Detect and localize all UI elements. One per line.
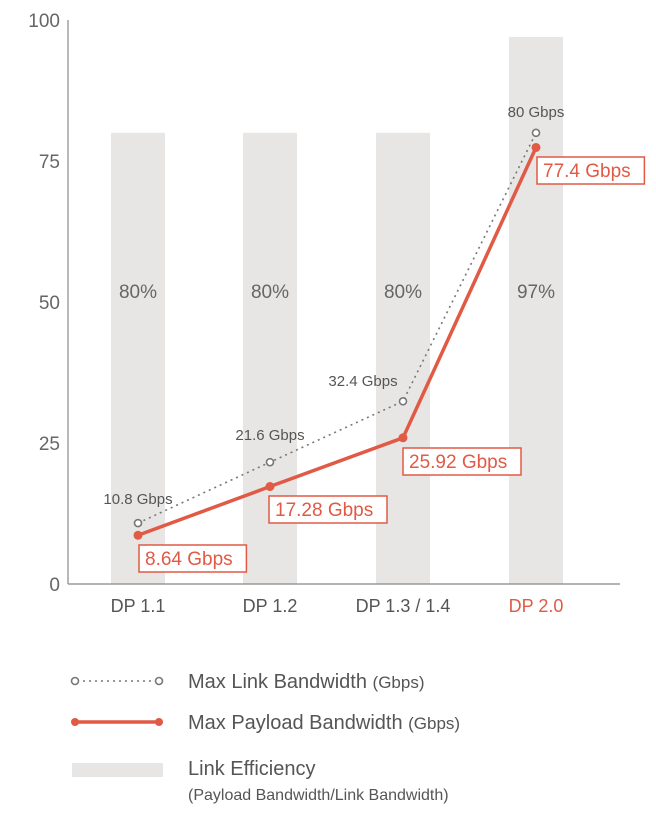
link-bandwidth-point-1	[133, 518, 143, 528]
link-bandwidth-label-4: 80 Gbps	[508, 104, 565, 121]
link-bandwidth-label-2: 21.6 Gbps	[235, 427, 304, 444]
y-tick-label-50: 50	[39, 293, 60, 314]
bars-layer	[111, 36, 563, 585]
link-bandwidth-label-1: 10.8 Gbps	[103, 491, 172, 508]
x-tick-label-1: DP 1.1	[111, 596, 166, 616]
legend-payload-swatch-marker-right	[155, 718, 163, 726]
legend-efficiency-label: Link Efficiency	[188, 758, 315, 780]
legend-link-swatch-marker-left	[70, 676, 80, 686]
payload-bandwidth-label-4: 77.4 Gbps	[536, 156, 646, 185]
payload-bandwidth-line	[137, 146, 538, 537]
link-bandwidth-label-3: 32.4 Gbps	[328, 373, 397, 390]
legend-payload-swatch-marker-left	[71, 718, 79, 726]
y-tick-label-0: 0	[49, 575, 60, 596]
x-tick-label-3: DP 1.3 / 1.4	[356, 596, 451, 616]
legend-payload-unit: (Gbps)	[408, 714, 460, 733]
payload-bandwidth-label-text-2: 17.28 Gbps	[275, 500, 373, 521]
lines-layer	[133, 128, 541, 540]
payload-bandwidth-label-2: 17.28 Gbps	[268, 495, 388, 524]
payload-bandwidth-point-2	[265, 482, 275, 492]
legend-item-efficiency: Link Efficiency (Payload Bandwidth/Link …	[72, 758, 449, 804]
payload-bandwidth-label-box-2	[268, 495, 388, 524]
legend-efficiency-swatch	[72, 763, 163, 777]
legend-link-swatch-marker-right	[154, 676, 164, 686]
payload-bandwidth-point-3	[398, 433, 408, 443]
efficiency-label-3: 80%	[384, 282, 422, 303]
labels-layer: 80% 80% 80% 97% 10.8 Gbps 21.6 Gbps 32.4 Gbps 8…	[103, 104, 646, 573]
payload-bandwidth-label-text-4: 77.4 Gbps	[543, 161, 631, 182]
legend-link-text: Max Link Bandwidth (Gbps)	[188, 671, 425, 693]
legend-link-label: Max Link Bandwidth	[188, 671, 367, 693]
link-bandwidth-point-4	[531, 128, 541, 138]
payload-bandwidth-label-text-3: 25.92 Gbps	[409, 452, 507, 473]
legend: Max Link Bandwidth (Gbps) Max Payload Ba…	[70, 671, 460, 804]
link-bandwidth-line	[137, 132, 537, 524]
payload-bandwidth-point-1	[133, 530, 143, 540]
efficiency-label-1: 80%	[119, 282, 157, 303]
payload-bandwidth-point-4	[531, 142, 541, 152]
payload-bandwidth-label-box-4	[536, 156, 646, 185]
link-bandwidth-point-2	[265, 457, 275, 467]
y-tick-label-75: 75	[39, 152, 60, 173]
x-tick-label-2: DP 1.2	[243, 596, 298, 616]
link-bandwidth-point-3	[398, 396, 408, 406]
y-tick-label-100: 100	[28, 11, 60, 32]
axis-layer: 0 25 50 75 100 DP 1.1 DP 1.2 DP 1.3 / 1.4 DP 2.0	[28, 11, 620, 616]
legend-payload-text: Max Payload Bandwidth (Gbps)	[188, 712, 460, 734]
legend-efficiency-sublabel: (Payload Bandwidth/Link Bandwidth)	[188, 787, 449, 804]
payload-bandwidth-label-text-1: 8.64 Gbps	[145, 549, 233, 570]
payload-bandwidth-label-3: 25.92 Gbps	[402, 447, 522, 476]
payload-bandwidth-label-box-1	[138, 544, 248, 573]
legend-link-unit: (Gbps)	[373, 673, 425, 692]
payload-bandwidth-label-1: 8.64 Gbps	[138, 544, 248, 573]
legend-item-link: Max Link Bandwidth (Gbps)	[70, 671, 425, 693]
x-tick-label-4: DP 2.0	[509, 596, 564, 616]
efficiency-label-4: 97%	[517, 282, 555, 303]
payload-bandwidth-label-box-3	[402, 447, 522, 476]
efficiency-bar-1	[111, 132, 165, 585]
y-tick-label-25: 25	[39, 434, 60, 455]
legend-payload-label: Max Payload Bandwidth	[188, 712, 403, 734]
legend-item-payload: Max Payload Bandwidth (Gbps)	[71, 712, 460, 734]
efficiency-bar-4	[509, 36, 563, 585]
efficiency-label-2: 80%	[251, 282, 289, 303]
